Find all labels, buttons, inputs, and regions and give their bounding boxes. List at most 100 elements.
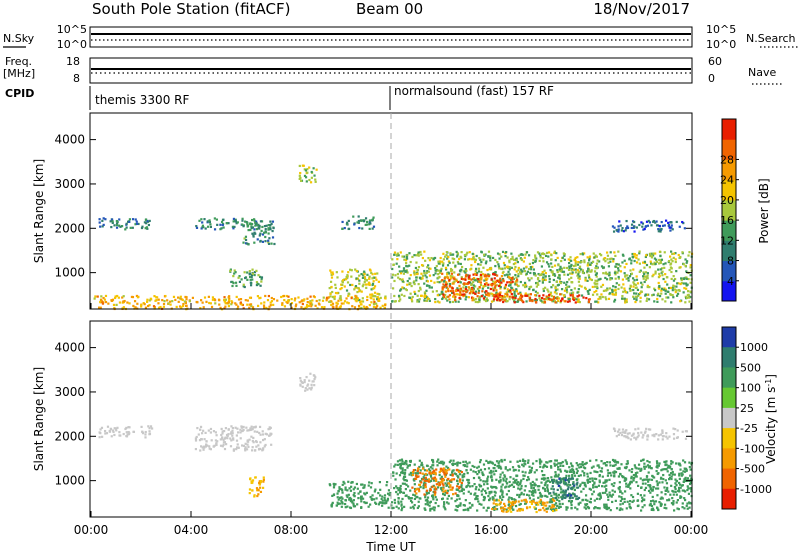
cell-r9-46 [550,298,553,302]
cell-r7-649 [631,255,634,258]
cell-r9-1 [628,432,631,435]
cell-r5-424 [556,504,559,508]
cell-r1-55 [231,429,234,432]
cell-r7-1055 [398,299,401,303]
cell-r5-553 [559,468,562,471]
cell-r7-1338 [595,272,598,275]
cell-r9-39 [495,295,498,298]
cell-r5-833 [539,462,542,465]
cell-r0-40 [98,436,101,439]
cell-r6-116 [452,493,455,496]
cell-r7-1135 [402,272,406,275]
cell-r5-732 [607,498,610,501]
cell-r5-1136 [462,475,466,478]
cell-r5-806 [564,469,567,472]
cell-r5-198 [680,484,684,487]
cell-r0-51 [119,225,122,228]
cell-r7-1313 [649,260,652,263]
cell-r5-692 [529,482,532,485]
cell-r7-1178 [571,271,574,274]
cell-r7-716 [566,273,570,276]
cell-r5-415 [499,467,503,470]
cell-r1-123 [263,445,266,448]
cell-r7-194 [620,297,624,300]
cell-r11-114 [153,295,156,298]
cell-r5-456 [522,465,525,468]
cell-r5-1 [576,508,579,511]
cell-r11-169 [310,303,314,306]
cell-r6-76 [447,482,451,485]
cell-r7-177 [620,286,623,289]
cell-r7-724 [434,266,437,270]
cell-r11-256 [317,302,321,305]
cell-r7-798 [574,268,577,271]
cell-r3-31 [254,476,257,479]
cell-r7-758 [440,290,443,294]
cell-r5-997 [633,464,636,467]
cell-r7-18 [680,279,683,282]
cell-r9-55 [508,295,511,298]
cell-r6-61 [354,268,357,271]
cell-r5-574 [522,474,525,477]
cell-r4-6 [339,502,342,505]
cell-r5-32 [503,474,506,477]
cell-r10-23 [650,224,653,227]
cell-r5-95 [606,469,609,472]
cell-r5-918 [489,460,492,463]
cell-r5-17 [346,221,349,224]
cell-r7-35 [512,503,515,507]
cell-r5-1157 [465,485,468,489]
cell-r8-23 [564,476,568,480]
cell-r7-872 [556,256,559,260]
cell-r10-25 [620,229,623,232]
cell-r7-391 [682,282,685,285]
cell-r7-51 [442,252,445,255]
cell-r7-31 [519,291,522,294]
cell-r1-58 [264,443,267,447]
cell-r6-55 [333,297,336,301]
cell-r7-467 [424,274,427,277]
cell-r5-1129 [507,485,511,488]
cell-r6-113 [371,277,374,280]
cell-r5-1324 [542,466,545,469]
cell-r7-6 [415,254,418,257]
cell-r7-39 [453,271,456,274]
cell-r5-561 [439,460,443,463]
cell-r7-1255 [654,262,657,266]
cell-r5-1238 [433,506,436,509]
cell-r5-1376 [523,474,526,477]
power-heatmap [93,164,694,311]
cell-r1-79 [250,425,253,428]
cell-r1-18 [195,435,198,439]
cell-r7-729 [413,282,416,286]
cell-r11-222 [97,306,101,309]
cell-r7-762 [614,277,617,280]
cell-r7-1350 [570,281,574,284]
cell-r5-613 [579,474,582,477]
cell-r1-64 [234,219,237,222]
cell-r7-14 [509,504,512,508]
freq-tick-bottom: 8 [73,72,80,85]
cell-r2-42 [269,223,272,227]
cell-r10-7 [671,228,674,231]
cell-r2-68 [267,227,270,230]
cell-r11-294 [287,299,290,302]
freq-panel: Freq. [MHz] 18 8 60 0 Nave [3,55,782,85]
cell-r1-46 [222,218,225,221]
cell-r5-1296 [675,479,679,483]
colorbar-frame [721,118,737,302]
cell-r5-704 [591,479,594,482]
colorbar-frame [721,326,737,510]
cell-r5-193 [683,507,686,510]
cell-r3-12 [240,278,243,281]
cell-r2-26 [299,384,302,387]
cell-r11-12 [318,299,321,302]
cell-r6-24 [364,283,368,286]
cell-r11-251 [223,300,226,303]
cell-r9-54 [493,295,496,298]
cell-r1-18 [200,227,203,230]
cell-r11-349 [345,297,348,300]
cell-r11-220 [267,294,271,298]
cell-r7-955 [608,271,611,274]
cell-r0-16 [146,227,149,230]
